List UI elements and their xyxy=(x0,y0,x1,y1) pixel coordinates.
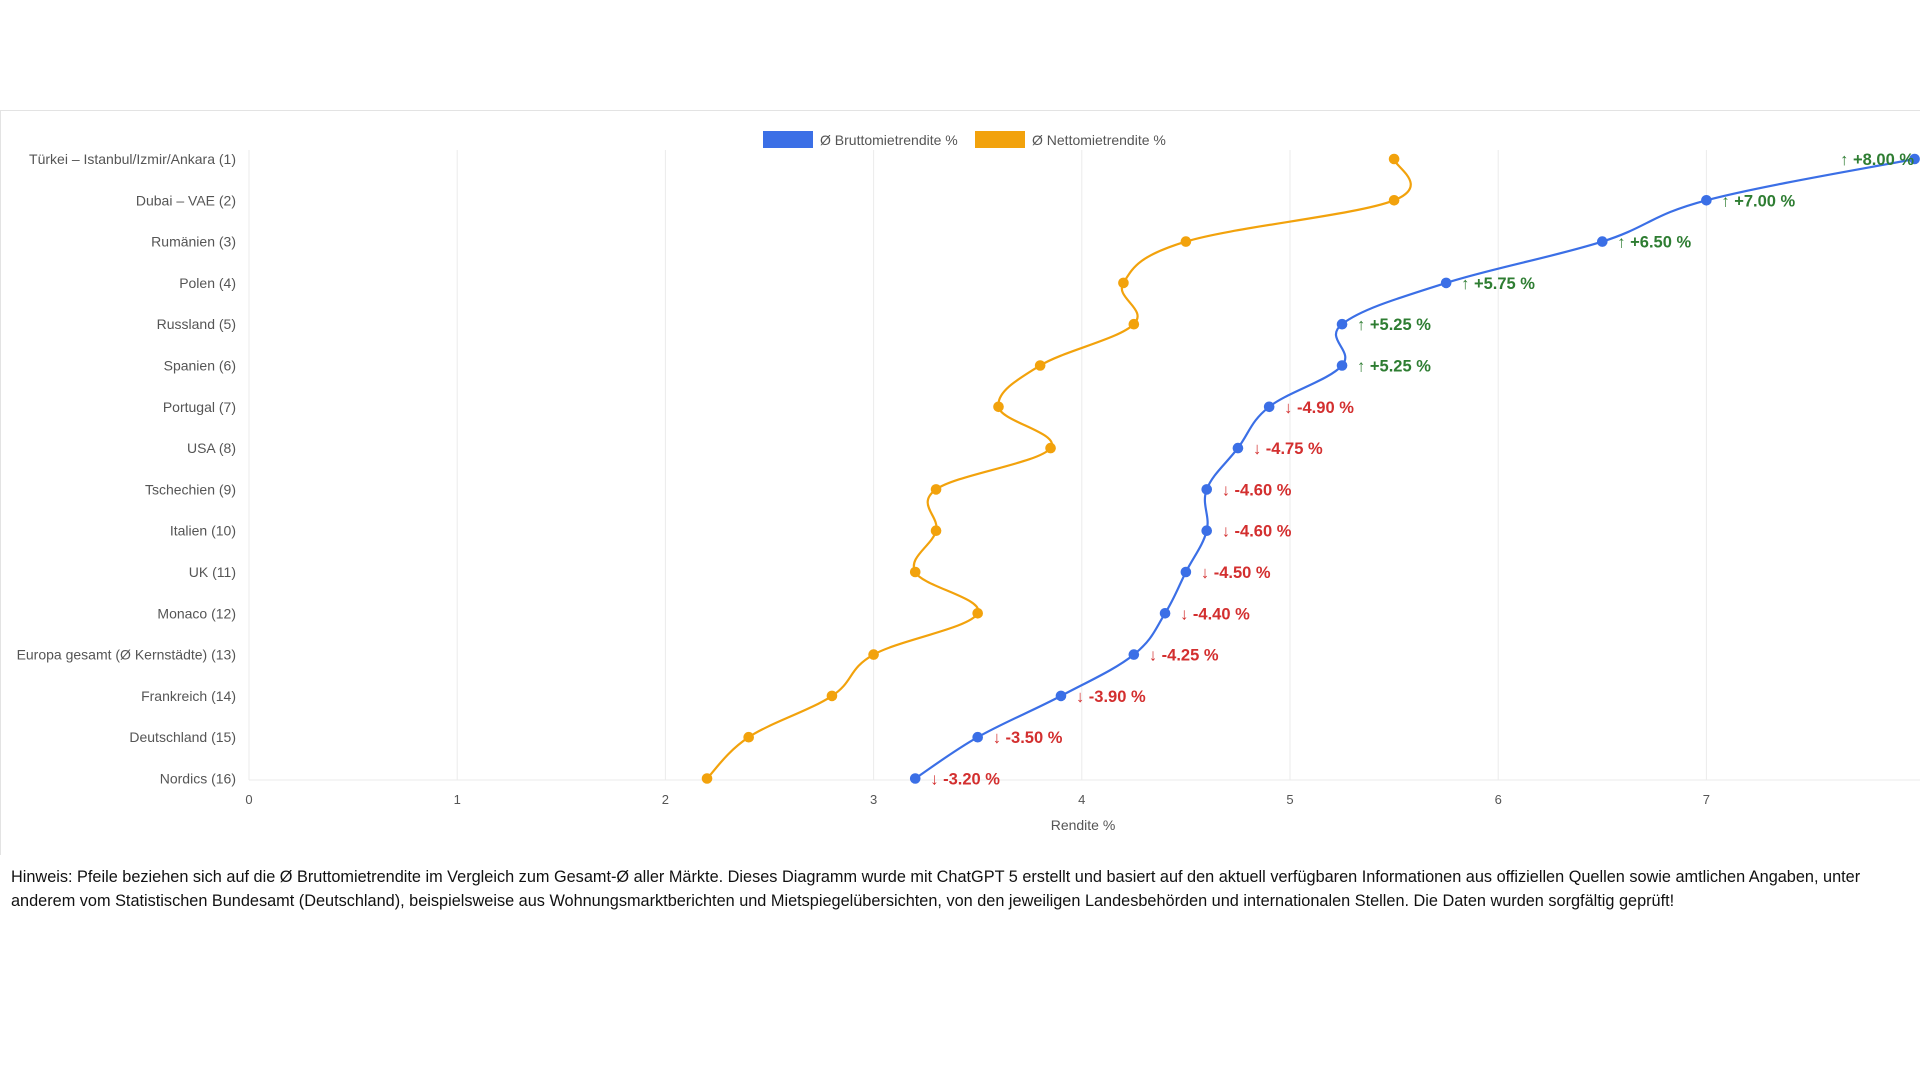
x-tick-label: 7 xyxy=(1703,792,1710,807)
data-point-netto[interactable] xyxy=(701,773,713,784)
data-point-netto[interactable] xyxy=(826,690,838,702)
data-point-netto[interactable] xyxy=(1128,318,1140,330)
category-label: Portugal (7) xyxy=(163,399,236,415)
data-point-netto[interactable] xyxy=(1180,236,1192,247)
data-point-netto[interactable] xyxy=(930,484,942,495)
data-point-netto[interactable] xyxy=(868,649,879,660)
value-axis: 0 1 2 3 4 5 6 7 xyxy=(245,792,1710,807)
category-label: Rumänien (3) xyxy=(151,234,236,250)
data-labels: ↑ +8.00 % ↑ +7.00 % ↑ +6.50 % ↑ +5.75 % ↑ +5… xyxy=(930,151,1914,789)
data-point-brutto[interactable] xyxy=(1159,608,1171,619)
data-point-netto[interactable] xyxy=(972,608,983,619)
data-label-brutto: ↓ -3.90 % xyxy=(1076,688,1146,706)
x-tick-label: 5 xyxy=(1286,792,1293,807)
series-lines xyxy=(705,157,1916,780)
data-point-netto[interactable] xyxy=(1045,442,1056,454)
category-label: Italien (10) xyxy=(170,523,236,539)
legend-swatch-netto xyxy=(975,131,1025,148)
data-point-brutto[interactable] xyxy=(1232,442,1244,454)
data-point-netto[interactable] xyxy=(1388,153,1400,165)
legend: Ø Bruttomietrendite % Ø Nettomietrendite … xyxy=(763,131,1166,148)
category-label: Frankreich (14) xyxy=(141,688,236,704)
data-point-netto[interactable] xyxy=(743,731,754,743)
data-label-brutto: ↓ -3.50 % xyxy=(993,729,1063,747)
data-point-brutto[interactable] xyxy=(909,773,921,784)
grid-lines xyxy=(248,150,1920,781)
data-label-brutto: ↓ -4.40 % xyxy=(1180,605,1250,623)
data-label-brutto: ↑ +5.25 % xyxy=(1357,358,1431,376)
data-point-brutto[interactable] xyxy=(1597,236,1608,247)
data-label-brutto: ↓ -3.20 % xyxy=(930,771,1000,789)
data-point-brutto[interactable] xyxy=(1201,525,1213,536)
x-tick-label: 0 xyxy=(245,792,252,807)
x-tick-label: 6 xyxy=(1495,792,1502,807)
legend-label-netto: Ø Nettomietrendite % xyxy=(1032,132,1166,148)
data-point-brutto[interactable] xyxy=(1180,566,1192,578)
category-label: Deutschland (15) xyxy=(129,729,236,745)
data-label-brutto: ↓ -4.50 % xyxy=(1201,564,1271,582)
data-point-netto[interactable] xyxy=(1034,360,1046,371)
footnote-text: Hinweis: Pfeile beziehen sich auf die Ø … xyxy=(11,868,1861,910)
data-label-brutto: ↓ -4.90 % xyxy=(1284,399,1354,417)
chart-card xyxy=(0,110,1920,855)
category-label: Europa gesamt (Ø Kernstädte) (13) xyxy=(17,647,236,663)
data-point-brutto[interactable] xyxy=(1701,195,1712,206)
legend-swatch-brutto xyxy=(763,131,813,148)
category-label: UK (11) xyxy=(189,564,236,580)
data-point-netto[interactable] xyxy=(993,401,1004,413)
data-point-brutto[interactable] xyxy=(1128,649,1140,660)
data-point-netto[interactable] xyxy=(1118,277,1129,289)
category-label: Russland (5) xyxy=(157,316,236,332)
category-label: USA (8) xyxy=(187,440,236,456)
data-point-brutto[interactable] xyxy=(1336,360,1348,371)
category-label: Nordics (16) xyxy=(160,771,236,787)
data-label-brutto: ↑ +6.50 % xyxy=(1617,234,1691,252)
series-line-netto xyxy=(705,157,1412,780)
category-axis: Türkei – Istanbul/Izmir/Ankara (1) Dubai … xyxy=(17,151,236,787)
data-point-netto[interactable] xyxy=(909,566,921,578)
series-line-brutto xyxy=(914,157,1916,780)
category-label: Tschechien (9) xyxy=(145,481,236,497)
data-point-brutto[interactable] xyxy=(1201,484,1213,495)
data-label-brutto: ↑ +7.00 % xyxy=(1721,192,1795,210)
data-point-brutto[interactable] xyxy=(1263,401,1275,413)
data-point-brutto[interactable] xyxy=(1909,153,1920,165)
x-tick-label: 3 xyxy=(870,792,877,807)
data-label-brutto: ↑ +5.75 % xyxy=(1461,275,1535,293)
data-label-brutto: ↓ -4.60 % xyxy=(1222,481,1292,499)
category-label: Monaco (12) xyxy=(157,605,236,621)
series-points xyxy=(701,153,1920,784)
category-label: Türkei – Istanbul/Izmir/Ankara (1) xyxy=(29,151,236,167)
data-point-brutto[interactable] xyxy=(1055,690,1067,702)
data-label-brutto: ↓ -4.25 % xyxy=(1149,647,1219,665)
category-label: Polen (4) xyxy=(179,275,236,291)
x-tick-label: 4 xyxy=(1078,792,1085,807)
data-point-brutto[interactable] xyxy=(1336,318,1348,330)
data-point-netto[interactable] xyxy=(930,525,942,536)
data-point-netto[interactable] xyxy=(1388,195,1400,206)
legend-label-brutto: Ø Bruttomietrendite % xyxy=(820,132,958,148)
x-tick-label: 2 xyxy=(662,792,669,807)
data-label-brutto: ↑ +8.00 % xyxy=(1840,151,1914,169)
category-label: Dubai – VAE (2) xyxy=(136,192,236,208)
x-tick-label: 1 xyxy=(454,792,461,807)
data-point-brutto[interactable] xyxy=(1440,277,1452,289)
category-label: Spanien (6) xyxy=(164,358,236,374)
x-axis-title: Rendite % xyxy=(1051,817,1116,833)
data-label-brutto: ↑ +5.25 % xyxy=(1357,316,1431,334)
data-point-brutto[interactable] xyxy=(972,731,983,743)
data-label-brutto: ↓ -4.75 % xyxy=(1253,440,1323,458)
data-label-brutto: ↓ -4.60 % xyxy=(1222,523,1292,541)
